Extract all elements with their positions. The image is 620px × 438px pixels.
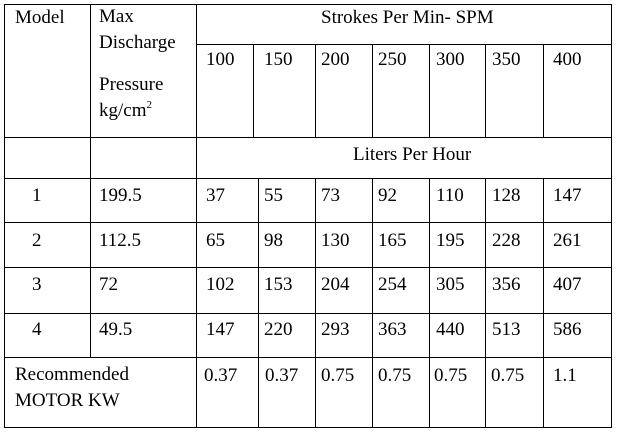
row-value: 92 xyxy=(378,185,397,206)
row-model: 2 xyxy=(32,230,42,251)
row-value: 110 xyxy=(436,185,464,206)
row-value: 147 xyxy=(553,185,582,206)
spm-value: 150 xyxy=(264,49,293,70)
row-pressure: 49.5 xyxy=(99,319,133,340)
row-value: 37 xyxy=(206,185,225,206)
row-value: 165 xyxy=(378,230,407,251)
pressure-unit-sup: 2 xyxy=(146,99,153,111)
spm-value: 350 xyxy=(492,49,521,70)
row-value: 130 xyxy=(321,230,350,251)
header-pressure-line1: Pressure xyxy=(99,74,164,95)
header-pressure: Pressure kg/cm2 xyxy=(99,72,163,124)
header-max-discharge: Max Discharge xyxy=(99,4,176,56)
row-pressure: 72 xyxy=(99,274,118,295)
row-value: 73 xyxy=(321,185,340,206)
row-value: 153 xyxy=(264,274,293,295)
row-value: 254 xyxy=(378,274,407,295)
row-value: 440 xyxy=(436,319,465,340)
row-value: 356 xyxy=(492,274,521,295)
motor-value: 0.37 xyxy=(265,365,299,386)
motor-value: 0.75 xyxy=(378,365,412,386)
motor-value: 0.75 xyxy=(491,365,525,386)
row-value: 586 xyxy=(553,319,582,340)
row-value: 195 xyxy=(436,230,465,251)
header-liters-per-hour: Liters Per Hour xyxy=(353,144,472,165)
motor-value: 0.75 xyxy=(434,365,468,386)
spm-value: 400 xyxy=(553,49,582,70)
row-model: 1 xyxy=(32,185,42,206)
row-value: 55 xyxy=(264,185,283,206)
row-value: 128 xyxy=(492,185,521,206)
motor-value: 0.37 xyxy=(204,365,238,386)
spm-value: 100 xyxy=(206,49,235,70)
row-value: 513 xyxy=(492,319,521,340)
header-max-line1: Max xyxy=(99,6,134,27)
row-pressure: 112.5 xyxy=(99,230,142,251)
row-value: 228 xyxy=(492,230,521,251)
header-max-line2: Discharge xyxy=(99,32,176,53)
motor-value: 0.75 xyxy=(321,365,355,386)
header-spm: Strokes Per Min- SPM xyxy=(321,7,494,28)
row-model: 4 xyxy=(32,319,42,340)
motor-label-line1: Recommended xyxy=(15,364,129,385)
row-value: 98 xyxy=(264,230,283,251)
row-value: 65 xyxy=(206,230,225,251)
motor-value: 1.1 xyxy=(553,365,577,386)
row-value: 363 xyxy=(378,319,407,340)
header-model: Model xyxy=(15,7,65,28)
row-value: 261 xyxy=(553,230,582,251)
header-pressure-unit: kg/cm2 xyxy=(99,98,163,124)
row-value: 147 xyxy=(206,319,235,340)
spm-value: 300 xyxy=(436,49,465,70)
spm-value: 250 xyxy=(378,49,407,70)
row-value: 293 xyxy=(321,319,350,340)
row-pressure: 199.5 xyxy=(99,185,142,206)
spm-value: 200 xyxy=(321,49,350,70)
row-value: 407 xyxy=(553,274,582,295)
motor-label-line2: MOTOR KW xyxy=(15,390,120,411)
row-value: 204 xyxy=(321,274,350,295)
row-value: 220 xyxy=(264,319,293,340)
row-value: 102 xyxy=(206,274,235,295)
pressure-unit-text: kg/cm xyxy=(99,100,147,121)
row-model: 3 xyxy=(32,274,42,295)
motor-label: Recommended MOTOR KW xyxy=(15,362,129,414)
row-value: 305 xyxy=(436,274,465,295)
